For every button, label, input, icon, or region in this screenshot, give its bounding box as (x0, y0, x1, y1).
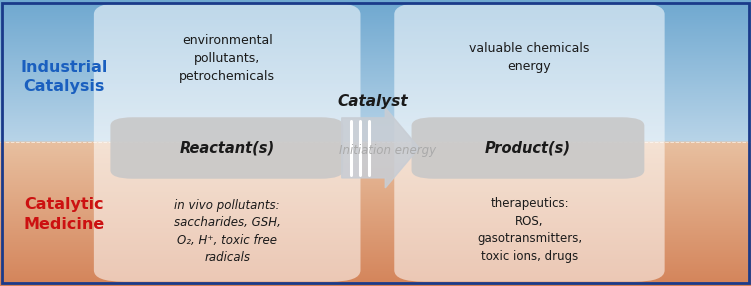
Text: environmental
pollutants,
petrochemicals: environmental pollutants, petrochemicals (179, 34, 275, 83)
Text: therapeutics:
ROS,
gasotransmitters,
toxic ions, drugs: therapeutics: ROS, gasotransmitters, tox… (477, 197, 582, 263)
Text: Reactant(s): Reactant(s) (179, 140, 274, 156)
Text: Product(s): Product(s) (485, 140, 571, 156)
FancyBboxPatch shape (412, 117, 644, 179)
Text: valuable chemicals
energy: valuable chemicals energy (469, 42, 590, 73)
FancyBboxPatch shape (94, 3, 360, 282)
FancyBboxPatch shape (110, 117, 343, 179)
Text: Initiation energy: Initiation energy (339, 144, 436, 157)
Text: Industrial
Catalysis: Industrial Catalysis (20, 60, 107, 94)
Text: in vivo pollutants:
saccharides, GSH,
O₂, H⁺, toxic free
radicals: in vivo pollutants: saccharides, GSH, O₂… (173, 199, 281, 265)
FancyArrow shape (342, 108, 419, 188)
FancyBboxPatch shape (394, 3, 665, 282)
Text: Catalyst: Catalyst (337, 94, 409, 109)
Text: Catalytic
Medicine: Catalytic Medicine (23, 197, 104, 232)
